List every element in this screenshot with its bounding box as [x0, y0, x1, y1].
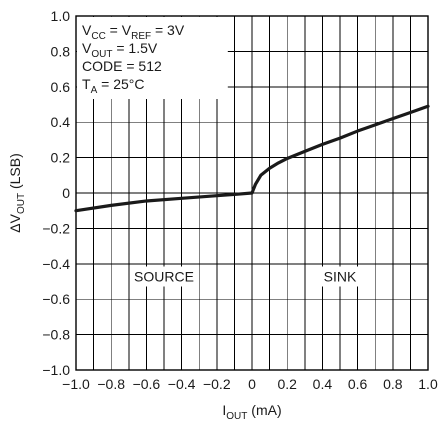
x-tick-label: −0.2	[203, 376, 231, 392]
x-tick-label: 0	[248, 376, 256, 392]
y-tick-label: 0.6	[51, 79, 71, 95]
y-tick-label: −0.2	[42, 220, 70, 236]
y-tick-label: −0.4	[42, 256, 70, 272]
x-tick-label: 0.8	[383, 376, 403, 392]
y-tick-label: −1.0	[42, 362, 70, 378]
text-run: (mA)	[247, 402, 281, 418]
text-run: = 3V	[151, 22, 185, 38]
text-run: = 25°C	[97, 76, 144, 92]
x-tick-label: 0.6	[348, 376, 368, 392]
subscript: OUT	[226, 411, 247, 422]
y-tick-label: −0.8	[42, 327, 70, 343]
x-tick-label: 0.2	[277, 376, 297, 392]
x-tick-label: −0.8	[97, 376, 125, 392]
text-run: CODE = 512	[82, 58, 162, 74]
series-line-1	[74, 104, 430, 213]
subscript: A	[91, 85, 98, 96]
x-tick-label: −0.4	[168, 376, 196, 392]
axis-titles: IOUT (mA)ΔVOUT (LSB)	[7, 153, 282, 422]
subscript: OUT	[16, 193, 27, 214]
subscript: REF	[131, 31, 151, 42]
legend-line-2: VOUT = 1.5V	[82, 40, 158, 60]
annotation-sink: SINK	[324, 269, 357, 285]
series-layer	[74, 104, 430, 213]
annotations: SOURCE SINK	[131, 266, 363, 287]
x-tick-label: 1.0	[418, 376, 438, 392]
x-tick-label: −1.0	[62, 376, 90, 392]
x-tick-labels: −1.0 −0.8 −0.6 −0.4 −0.2 0 0.2 0.4 0.6 0.8 1.0	[62, 376, 438, 392]
legend-background	[77, 17, 228, 99]
annotation-background	[317, 266, 363, 287]
plot-frame	[75, 15, 429, 371]
annotation-background	[131, 266, 197, 287]
text-run: V	[82, 40, 92, 56]
legend-line-3: CODE = 512	[82, 58, 162, 74]
text-run: = 1.5V	[112, 40, 157, 56]
text-run: (LSB)	[7, 153, 23, 193]
y-axis-title: ΔVOUT (LSB)	[7, 153, 27, 233]
legend-line-1: VCC = VREF = 3V	[82, 22, 185, 42]
subscript: CC	[91, 31, 105, 42]
y-tick-label: −0.6	[42, 291, 70, 307]
subscript: OUT	[91, 49, 112, 60]
x-tick-label: −0.6	[133, 376, 161, 392]
text-run: T	[82, 76, 91, 92]
y-tick-labels: 1.0 0.8 0.6 0.4 0.2 0 −0.2 −0.4 −0.6 −0.8 −1.0	[42, 8, 70, 378]
annotation-source: SOURCE	[134, 269, 194, 285]
text-run: V	[82, 22, 92, 38]
text-run: I	[222, 402, 226, 418]
text-run: ΔV	[7, 213, 23, 232]
x-axis-title: IOUT (mA)	[222, 402, 281, 422]
y-tick-label: 1.0	[51, 8, 71, 24]
legend-line-4: TA = 25°C	[82, 76, 144, 96]
x-tick-label: 0.4	[313, 376, 333, 392]
y-tick-label: 0.4	[51, 114, 71, 130]
plot-border	[75, 15, 429, 371]
y-tick-label: 0.2	[51, 150, 71, 166]
text-run: = V	[106, 22, 132, 38]
y-tick-label: 0	[62, 185, 70, 201]
y-tick-label: 0.8	[51, 43, 71, 59]
